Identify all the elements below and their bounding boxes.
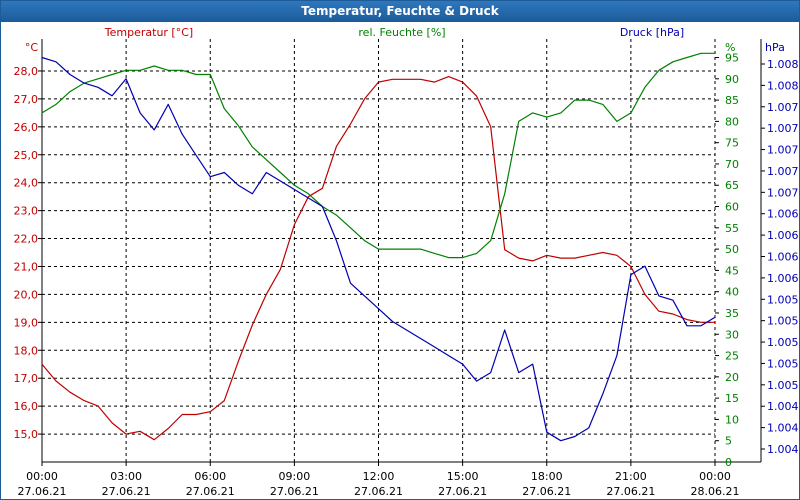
humidity-tick-label: 30	[725, 328, 739, 341]
humidity-tick-label: 70	[725, 158, 739, 171]
humidity-tick-label: 75	[725, 137, 739, 150]
x-tick-date: 27.06.21	[354, 485, 403, 498]
temperature-tick-label: 26,0	[14, 121, 39, 134]
temperature-tick-label: 21,0	[14, 260, 39, 273]
temperature-tick-label: 27,0	[14, 93, 39, 106]
pressure-tick-label: 1.005	[767, 315, 799, 328]
pressure-tick-label: 1.007	[767, 186, 799, 199]
x-tick-time: 00:00	[699, 470, 731, 483]
x-tick-date: 27.06.21	[606, 485, 655, 498]
humidity-tick-label: 90	[725, 73, 739, 86]
series-lines	[41, 52, 716, 442]
x-tick-time: 00:00	[26, 470, 58, 483]
temperature-tick-label: 16,0	[14, 400, 39, 413]
pressure-tick-label: 1.008	[767, 58, 799, 71]
humidity-unit: %	[725, 41, 735, 54]
pressure-tick-label: 1.006	[767, 229, 799, 242]
humidity-tick-label: 55	[725, 222, 739, 235]
pressure-tick-label: 1.005	[767, 336, 799, 349]
humidity-tick-label: 5	[725, 435, 732, 448]
humidity-tick-label: 45	[725, 264, 739, 277]
temperature-series-label: Temperatur [°C]	[104, 26, 193, 39]
pressure-tick-label: 1.007	[767, 122, 799, 135]
pressure-tick-label: 1.006	[767, 208, 799, 221]
humidity-tick-label: 10	[725, 413, 739, 426]
humidity-tick-label: 50	[725, 243, 739, 256]
humidity-tick-label: 35	[725, 307, 739, 320]
humidity-series-line	[41, 52, 715, 259]
temperature-tick-label: 23,0	[14, 205, 39, 218]
x-tick-time: 21:00	[615, 470, 647, 483]
pressure-tick-label: 1.005	[767, 357, 799, 370]
x-tick-date: 27.06.21	[270, 485, 319, 498]
humidity-series-label: rel. Feuchte [%]	[358, 26, 445, 39]
pressure-tick-label: 1.007	[767, 165, 799, 178]
x-tick-time: 06:00	[194, 470, 226, 483]
temperature-tick-label: 24,0	[14, 177, 39, 190]
pressure-unit: hPa	[765, 41, 785, 54]
x-tick-date: 27.06.21	[186, 485, 235, 498]
temperature-series-line	[41, 75, 715, 441]
pressure-tick-label: 1.007	[767, 101, 799, 114]
pressure-tick-label: 1.004	[767, 400, 799, 413]
humidity-tick-label: 0	[725, 456, 732, 469]
temperature-tick-label: 22,0	[14, 233, 39, 246]
temperature-unit: °C	[25, 41, 39, 54]
temperature-tick-label: 20,0	[14, 288, 39, 301]
pressure-tick-label: 1.006	[767, 251, 799, 264]
temperature-tick-label: 18,0	[14, 344, 39, 357]
x-tick-time: 12:00	[363, 470, 395, 483]
humidity-tick-label: 85	[725, 94, 739, 107]
temperature-tick-label: 28,0	[14, 65, 39, 78]
axis-tick-marks	[38, 39, 765, 466]
pressure-tick-label: 1.004	[767, 422, 799, 435]
pressure-tick-label: 1.006	[767, 272, 799, 285]
grid-lines	[42, 39, 716, 462]
x-tick-time: 09:00	[279, 470, 311, 483]
pressure-tick-label: 1.008	[767, 79, 799, 92]
pressure-tick-label: 1.007	[767, 144, 799, 157]
x-tick-date: 27.06.21	[102, 485, 151, 498]
humidity-tick-label: 95	[725, 52, 739, 65]
pressure-tick-label: 1.005	[767, 293, 799, 306]
temperature-tick-label: 19,0	[14, 316, 39, 329]
humidity-tick-label: 40	[725, 286, 739, 299]
axis-labels: 00:00 27.06.21 03:00 27.06.21 06:00 27.06.21 0…	[14, 26, 799, 498]
pressure-tick-label: 1.004	[767, 443, 799, 456]
temperature-tick-label: 15,0	[14, 428, 39, 441]
pressure-series-line	[41, 56, 716, 442]
x-tick-time: 18:00	[531, 470, 563, 483]
humidity-tick-label: 65	[725, 179, 739, 192]
x-tick-date: 27.06.21	[18, 485, 67, 498]
humidity-tick-label: 80	[725, 115, 739, 128]
humidity-tick-label: 25	[725, 350, 739, 363]
temperature-tick-label: 17,0	[14, 372, 39, 385]
x-tick-date: 27.06.21	[438, 485, 487, 498]
pressure-series-label: Druck [hPa]	[620, 26, 684, 39]
pressure-tick-label: 1.005	[767, 379, 799, 392]
humidity-tick-label: 60	[725, 201, 739, 214]
x-tick-time: 03:00	[110, 470, 142, 483]
x-tick-date: 28.06.21	[691, 485, 740, 498]
humidity-tick-label: 20	[725, 371, 739, 384]
temperature-tick-label: 25,0	[14, 149, 39, 162]
window-title: Temperatur, Feuchte & Druck	[1, 1, 799, 22]
humidity-tick-label: 15	[725, 392, 739, 405]
x-tick-time: 15:00	[447, 470, 479, 483]
x-tick-date: 27.06.21	[522, 485, 571, 498]
